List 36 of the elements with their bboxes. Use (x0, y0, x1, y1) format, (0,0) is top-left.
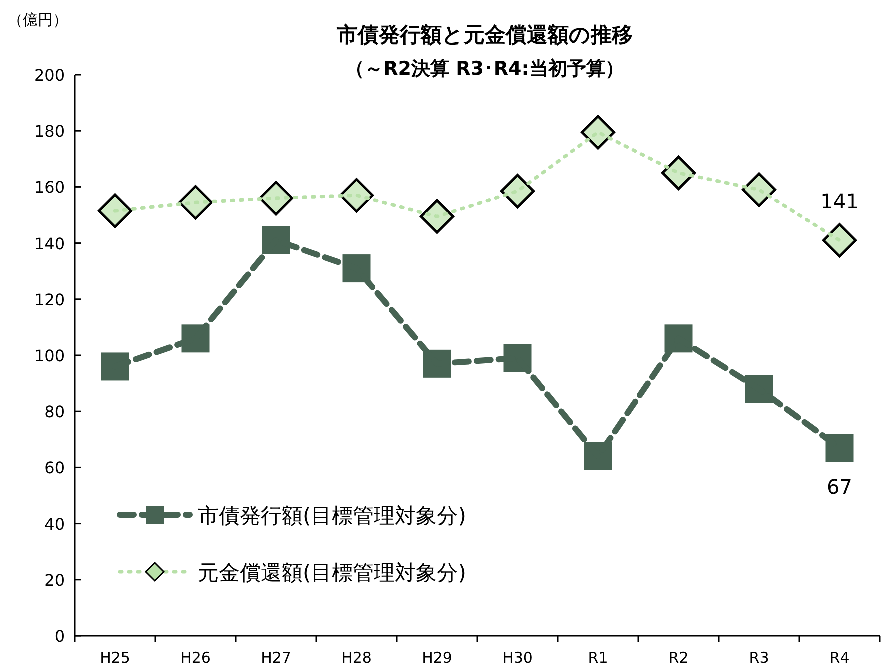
y-tick-label: 100 (34, 346, 65, 366)
point (340, 178, 374, 213)
y-tick-label: 20 (44, 570, 65, 590)
data-label: 141 (820, 189, 859, 214)
x-tick-label: H26 (180, 649, 211, 667)
y-tick-label: 60 (44, 458, 65, 478)
x-tick-label: R1 (588, 649, 608, 667)
y-axis-title: （億円） (8, 11, 68, 29)
point (98, 194, 132, 228)
x-tick-label: H29 (422, 649, 452, 667)
y-tick-label: 0 (54, 627, 65, 646)
x-tick-label: H25 (100, 649, 130, 667)
point (742, 172, 776, 208)
x-tick-label: R2 (668, 649, 689, 667)
chart-subtitle: （～R2決算 R3･R4:当初予算） (346, 58, 624, 80)
x-tick-label: R3 (749, 649, 770, 667)
x-tick-label: R4 (830, 649, 850, 667)
legend-label: 元金償還額(目標管理対象分) (198, 561, 466, 585)
point (662, 156, 696, 190)
x-tick-label: H30 (502, 649, 533, 667)
y-tick-label: 80 (44, 402, 65, 422)
data-label: 67 (827, 475, 852, 500)
point (822, 223, 857, 258)
point (581, 115, 616, 150)
chart-title: 市債発行額と元金償還額の推移 (336, 23, 633, 47)
y-tick-label: 120 (34, 290, 65, 310)
y-tick-label: 40 (44, 514, 65, 534)
x-tick-label: H28 (342, 649, 372, 667)
y-tick-label: 160 (34, 178, 65, 198)
point (500, 174, 535, 209)
point (826, 434, 854, 462)
legend-label: 市債発行額(目標管理対象分) (198, 504, 466, 528)
y-tick-label: 200 (34, 66, 65, 85)
y-tick-label: 140 (34, 234, 65, 254)
y-tick-label: 180 (34, 122, 65, 142)
x-tick-label: H27 (261, 649, 292, 667)
